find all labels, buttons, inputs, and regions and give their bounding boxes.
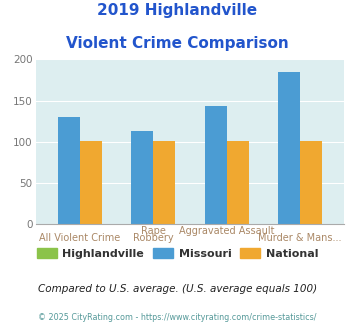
Bar: [300, 141, 322, 224]
Legend: Highlandville, Missouri, National: Highlandville, Missouri, National: [32, 243, 323, 263]
Bar: [278, 72, 300, 224]
Bar: [227, 141, 249, 224]
Text: 2019 Highlandville: 2019 Highlandville: [97, 3, 258, 18]
Text: Robbery: Robbery: [133, 233, 174, 243]
Bar: [153, 141, 175, 224]
Text: Aggravated Assault: Aggravated Assault: [179, 226, 274, 236]
Text: Compared to U.S. average. (U.S. average equals 100): Compared to U.S. average. (U.S. average …: [38, 284, 317, 294]
Bar: [58, 117, 80, 224]
Text: Rape: Rape: [141, 226, 165, 236]
Bar: [131, 131, 153, 224]
Text: Murder & Mans...: Murder & Mans...: [258, 233, 342, 243]
Text: Violent Crime Comparison: Violent Crime Comparison: [66, 36, 289, 51]
Bar: [204, 106, 227, 224]
Text: © 2025 CityRating.com - https://www.cityrating.com/crime-statistics/: © 2025 CityRating.com - https://www.city…: [38, 314, 317, 322]
Text: All Violent Crime: All Violent Crime: [39, 233, 120, 243]
Bar: [80, 141, 102, 224]
